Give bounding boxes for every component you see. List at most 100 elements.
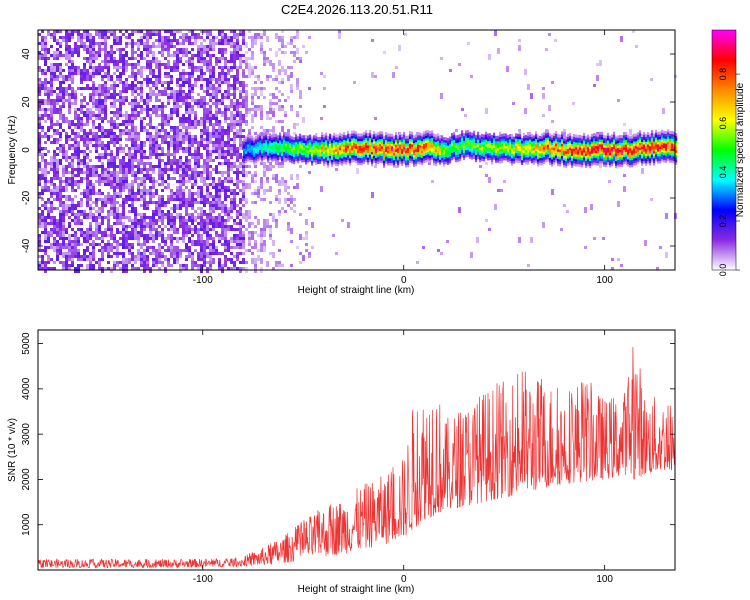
heatmap-cell (71, 96, 74, 99)
heatmap-ridge-cell (344, 135, 348, 139)
heatmap-ridge-cell (278, 156, 282, 160)
heatmap-cell (236, 186, 239, 189)
heatmap-cell (188, 147, 191, 150)
heatmap-cell (230, 252, 233, 255)
heatmap-cell (188, 108, 191, 114)
heatmap-cell (152, 165, 155, 168)
heatmap-ridge-cell (376, 139, 380, 143)
heatmap-ridge-cell (342, 141, 346, 145)
heatmap-cell (161, 84, 164, 87)
heatmap-cell (203, 45, 206, 51)
heatmap-cell (299, 60, 302, 63)
heatmap-cell (335, 252, 338, 255)
heatmap-cell (89, 60, 92, 63)
heatmap-ridge-cell (306, 157, 310, 161)
heatmap-ridge-cell (380, 155, 384, 159)
heatmap-cell (86, 258, 89, 261)
heatmap-ridge-cell (354, 152, 358, 156)
heatmap-ridge-cell (352, 137, 356, 141)
heatmap-ridge-cell (402, 139, 406, 143)
heatmap-cell (242, 258, 245, 264)
heatmap-ridge-cell (374, 155, 378, 159)
heatmap-cell (281, 126, 284, 132)
heatmap-cell (176, 111, 179, 114)
heatmap-cell (95, 54, 98, 60)
heatmap-cell (296, 84, 299, 87)
heatmap-ridge-cell (298, 138, 302, 142)
heatmap-ridge-cell (336, 148, 340, 152)
heatmap-cell (188, 57, 191, 63)
heatmap-cell (56, 132, 59, 135)
heatmap-cell (203, 30, 206, 33)
heatmap-cell (305, 231, 308, 234)
heatmap-cell (74, 222, 77, 225)
heatmap-cell (104, 108, 107, 114)
heatmap-ridge-cell (412, 137, 416, 141)
heatmap-ridge-cell (260, 159, 264, 163)
heatmap-cell (275, 51, 278, 57)
heatmap-ridge-cell (410, 151, 414, 155)
heatmap-ridge-cell (382, 138, 386, 142)
heatmap-ridge-cell (402, 136, 406, 140)
heatmap-cell (41, 267, 44, 270)
heatmap-ridge-cell (348, 153, 352, 157)
heatmap-cell (98, 267, 101, 270)
heatmap-cell (227, 138, 230, 141)
heatmap-cell (56, 246, 59, 249)
heatmap-cell (155, 111, 158, 114)
heatmap-cell (134, 138, 137, 141)
heatmap-cell (59, 111, 62, 114)
heatmap-cell (296, 87, 299, 90)
heatmap-ridge-cell (316, 136, 320, 140)
heatmap-cell (50, 33, 53, 36)
heatmap-ridge-cell (394, 139, 398, 143)
heatmap-cell (272, 252, 275, 258)
heatmap-cell (80, 258, 83, 261)
heatmap-cell (107, 213, 110, 219)
heatmap-cell (155, 105, 158, 108)
heatmap-cell (173, 237, 176, 240)
heatmap-cell (296, 177, 299, 180)
heatmap-cell (203, 168, 206, 174)
heatmap-cell (305, 51, 308, 54)
heatmap-cell (77, 264, 80, 267)
heatmap-cell (59, 114, 62, 117)
heatmap-cell (104, 99, 107, 102)
heatmap-cell (209, 177, 212, 180)
heatmap-ridge-cell (364, 139, 368, 143)
heatmap-cell (89, 258, 92, 261)
heatmap-cell (173, 150, 176, 153)
heatmap-cell (104, 63, 107, 66)
heatmap-ridge-cell (368, 151, 372, 155)
heatmap-cell (140, 51, 143, 54)
heatmap-cell (137, 243, 140, 246)
heatmap-cell (155, 33, 158, 36)
heatmap-cell (47, 102, 50, 105)
heatmap-cell (146, 225, 149, 228)
heatmap-cell (248, 57, 251, 60)
heatmap-cell (134, 42, 137, 45)
heatmap-ridge-cell (264, 139, 268, 143)
heatmap-cell (152, 81, 155, 84)
heatmap-cell (83, 45, 86, 48)
heatmap-cell (338, 30, 341, 33)
heatmap-cell (44, 162, 47, 168)
heatmap-cell (239, 132, 242, 135)
heatmap-cell (107, 174, 110, 177)
heatmap-ridge-cell (246, 158, 250, 162)
heatmap-ridge-cell (318, 156, 322, 160)
heatmap-cell (92, 39, 95, 42)
heatmap-cell (266, 261, 269, 267)
heatmap-cell (188, 255, 191, 258)
heatmap-cell (68, 225, 71, 228)
heatmap-cell (152, 252, 155, 255)
heatmap-ridge-cell (334, 158, 338, 162)
heatmap-cell (62, 225, 65, 228)
heatmap-cell (62, 54, 65, 57)
heatmap-cell (98, 72, 101, 75)
heatmap-cell (221, 189, 224, 192)
heatmap-cell (233, 246, 236, 249)
heatmap-cell (251, 87, 254, 90)
heatmap-ridge-cell (348, 162, 352, 166)
heatmap-ridge-cell (414, 158, 418, 162)
